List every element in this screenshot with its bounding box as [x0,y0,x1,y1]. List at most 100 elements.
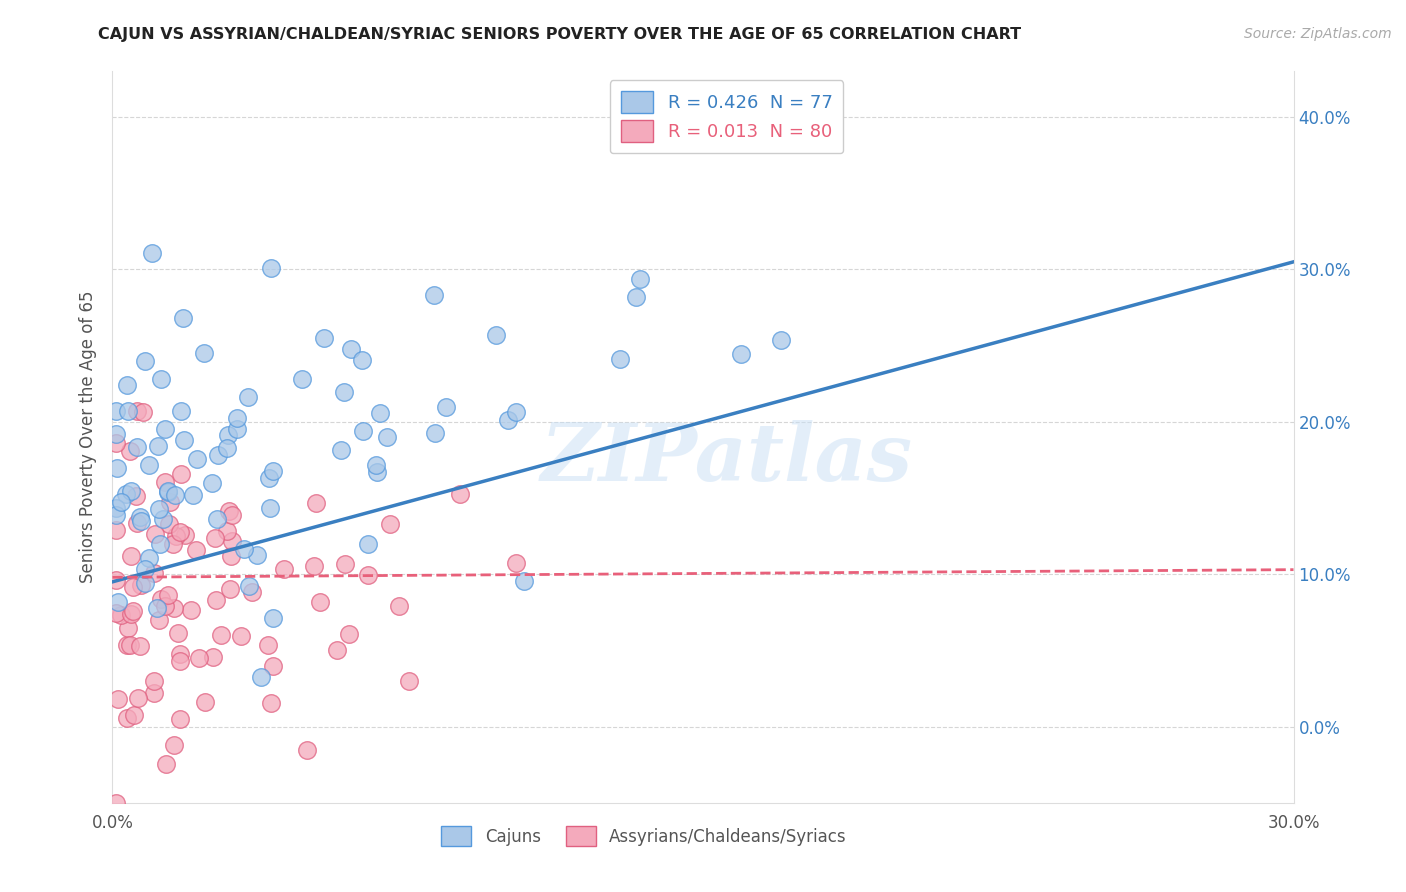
Point [105,436,128,450]
Point [105,607,128,621]
Point [624,290,647,304]
Point [169,525,191,540]
Point [163,600,186,615]
Point [125,489,148,503]
Point [153,599,176,613]
Point [105,427,128,442]
Point [215,441,238,455]
Text: ZIPatlas: ZIPatlas [540,420,912,498]
Point [218,504,240,518]
Text: Source: ZipAtlas.com: Source: ZipAtlas.com [1244,27,1392,41]
Point [375,429,398,443]
Point [357,567,380,582]
Point [155,422,177,436]
Point [262,611,284,625]
Point [128,640,150,654]
Point [107,595,129,609]
Point [423,426,446,441]
Point [118,443,141,458]
Point [152,512,174,526]
Point [149,592,172,607]
Point [180,602,202,616]
Point [132,405,155,419]
Point [238,579,260,593]
Point [309,595,332,609]
Point [187,651,209,665]
Point [305,496,328,510]
Point [205,512,228,526]
Point [609,352,631,367]
Point [219,549,242,564]
Point [219,582,242,597]
Point [138,551,160,566]
Point [337,627,360,641]
Point [186,542,208,557]
Point [110,494,132,508]
Point [163,739,186,753]
Point [295,742,318,756]
Point [221,533,243,548]
Point [181,488,204,502]
Point [259,500,281,515]
Point [125,403,148,417]
Text: CAJUN VS ASSYRIAN/CHALDEAN/SYRIAC SENIORS POVERTY OVER THE AGE OF 65 CORRELATION: CAJUN VS ASSYRIAN/CHALDEAN/SYRIAC SENIOR… [98,27,1022,42]
Point [505,557,527,571]
Point [366,465,388,479]
Point [148,502,170,516]
Legend: Cajuns, Assyrians/Chaldeans/Syriacs: Cajuns, Assyrians/Chaldeans/Syriacs [434,820,853,853]
Point [105,573,128,587]
Point [114,487,136,501]
Point [257,638,280,652]
Point [115,377,138,392]
Point [496,413,519,427]
Point [505,404,527,418]
Point [166,625,188,640]
Point [730,347,752,361]
Point [368,405,391,419]
Point [246,548,269,562]
Point [120,483,142,498]
Point [326,642,349,657]
Point [143,686,166,700]
Point [143,566,166,580]
Point [105,796,128,810]
Point [156,484,179,499]
Point [128,691,150,706]
Point [170,467,193,481]
Point [423,288,446,302]
Point [226,422,249,436]
Point [143,527,166,541]
Point [250,670,273,684]
Point [157,517,180,532]
Point [149,537,172,551]
Point [352,352,374,367]
Point [193,346,215,360]
Point [156,485,179,500]
Point [169,647,191,661]
Point [121,604,143,618]
Point [330,443,353,458]
Point [155,475,177,490]
Point [110,608,132,623]
Point [105,461,128,475]
Point [380,517,402,532]
Point [291,372,314,386]
Point [146,439,169,453]
Point [107,692,129,706]
Point [628,271,651,285]
Point [174,528,197,542]
Point [240,584,263,599]
Point [155,757,177,772]
Point [201,475,224,490]
Point [120,607,142,621]
Point [129,514,152,528]
Point [134,353,156,368]
Point [134,575,156,590]
Point [124,708,146,723]
Point [134,562,156,576]
Point [257,471,280,485]
Point [262,464,284,478]
Point [156,588,179,602]
Point [217,428,239,442]
Point [117,404,139,418]
